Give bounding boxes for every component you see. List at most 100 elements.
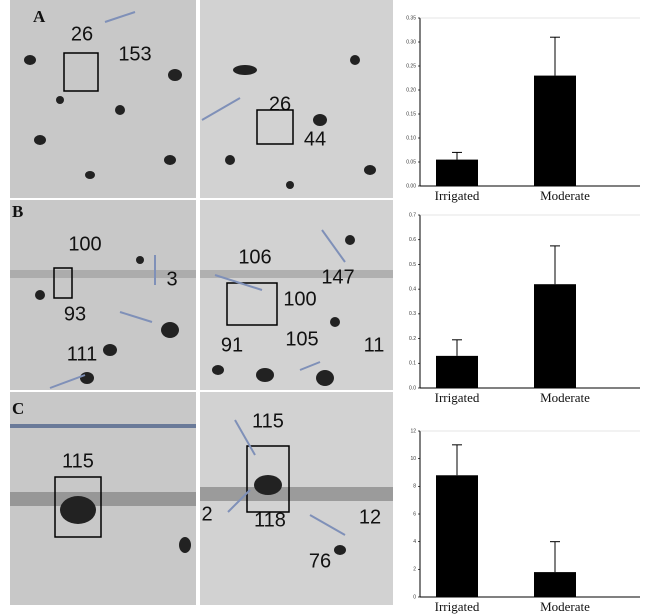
spot-box [63,52,99,92]
y-tick-label: 10 [410,456,416,462]
bar [436,475,478,597]
gel-band [200,270,393,278]
arrow [104,11,136,23]
y-tick-label: 0.05 [406,159,416,165]
gel-streak [10,424,196,428]
spot-label: 12 [359,506,381,528]
gel-spot [56,96,64,104]
y-tick-label: 0.7 [409,212,416,218]
y-tick-label: 0.25 [406,63,416,69]
panel-label: B [12,202,23,221]
y-tick-label: 4 [413,539,416,545]
gel-image [200,200,393,390]
y-tick-label: 0.35 [406,15,416,21]
gel-spot [60,496,96,524]
spot-label: 106 [238,246,271,268]
x-tick-label: Irrigated [435,599,480,614]
gel-spot [164,155,176,165]
gel-band [10,492,196,506]
y-tick-label: 8 [413,484,416,490]
arrow [309,514,346,536]
spot-box [246,445,290,513]
arrow [227,489,251,513]
y-tick-label: 0 [413,594,416,600]
gel-band [200,487,393,501]
y-tick-label: 0.10 [406,135,416,141]
gel-spot [364,165,376,175]
x-tick-label: Moderate [540,599,590,614]
y-tick-label: 6 [413,511,416,517]
gel-spot [286,181,294,189]
gel-spot [103,344,117,356]
gel-spot [313,114,327,126]
y-tick-label: 0.1 [409,361,416,367]
gel-spot [254,475,282,495]
panel-label: C [12,399,24,418]
spot-label: 111 [67,343,97,365]
y-tick-label: 0.00 [406,183,416,189]
gel-spot [316,370,334,386]
spot-label: 76 [309,550,331,572]
y-tick-label: 2 [413,567,416,573]
gel-image [200,0,393,198]
gel-spot [136,256,144,264]
gel-spot [80,372,94,384]
x-tick-label: Irrigated [435,188,480,203]
arrow [201,97,241,121]
y-tick-label: 0.3 [409,311,416,317]
gel-spot [115,105,125,115]
bar [436,159,478,186]
spot-label: 44 [304,128,326,150]
gel-spot [161,322,179,338]
gel-spot [179,537,191,553]
spot-label: 26 [269,93,291,115]
y-tick-label: 0.6 [409,237,416,243]
spot-label: 105 [285,328,318,350]
x-tick-label: Irrigated [435,390,480,405]
x-tick-label: Moderate [540,390,590,405]
gel-spot [334,545,346,555]
spot-label: 91 [221,334,243,356]
y-tick-label: 0.15 [406,111,416,117]
spot-label: 11 [364,334,385,356]
y-tick-label: 0.30 [406,39,416,45]
arrow [214,274,263,291]
bar [534,75,576,186]
gel-spot [256,368,274,382]
gel-spot [35,290,45,300]
spot-label: 26 [71,23,93,45]
y-tick-label: 0.20 [406,87,416,93]
gel-spot [350,55,360,65]
y-tick-label: 0.4 [409,286,416,292]
arrow [119,311,153,323]
spot-label: 100 [283,288,316,310]
gel-spot [212,365,224,375]
y-tick-label: 0.0 [409,385,416,391]
spot-label: 3 [166,268,177,290]
gel-spot [345,235,355,245]
panel-label: A [33,7,46,26]
gel-spot [85,171,95,179]
arrow [234,419,256,456]
spot-box [53,267,73,299]
spot-label: 147 [321,266,354,288]
spot-label: 115 [252,410,284,432]
gel-spot [34,135,46,145]
y-tick-label: 0.5 [409,262,416,268]
spot-label: 100 [68,233,101,255]
bar [534,572,576,597]
spot-label: 153 [118,43,151,65]
y-tick-label: 0.2 [409,336,416,342]
spot-box [256,109,294,145]
gel-spot [168,69,182,81]
spot-box [54,476,102,538]
spot-box [226,282,278,326]
arrow [49,374,86,389]
arrow [321,229,346,263]
gel-spot [330,317,340,327]
spot-label: 118 [254,509,286,531]
bar [436,355,478,388]
gel-spot [225,155,235,165]
gel-band [10,270,196,278]
gel-spot [233,65,257,75]
